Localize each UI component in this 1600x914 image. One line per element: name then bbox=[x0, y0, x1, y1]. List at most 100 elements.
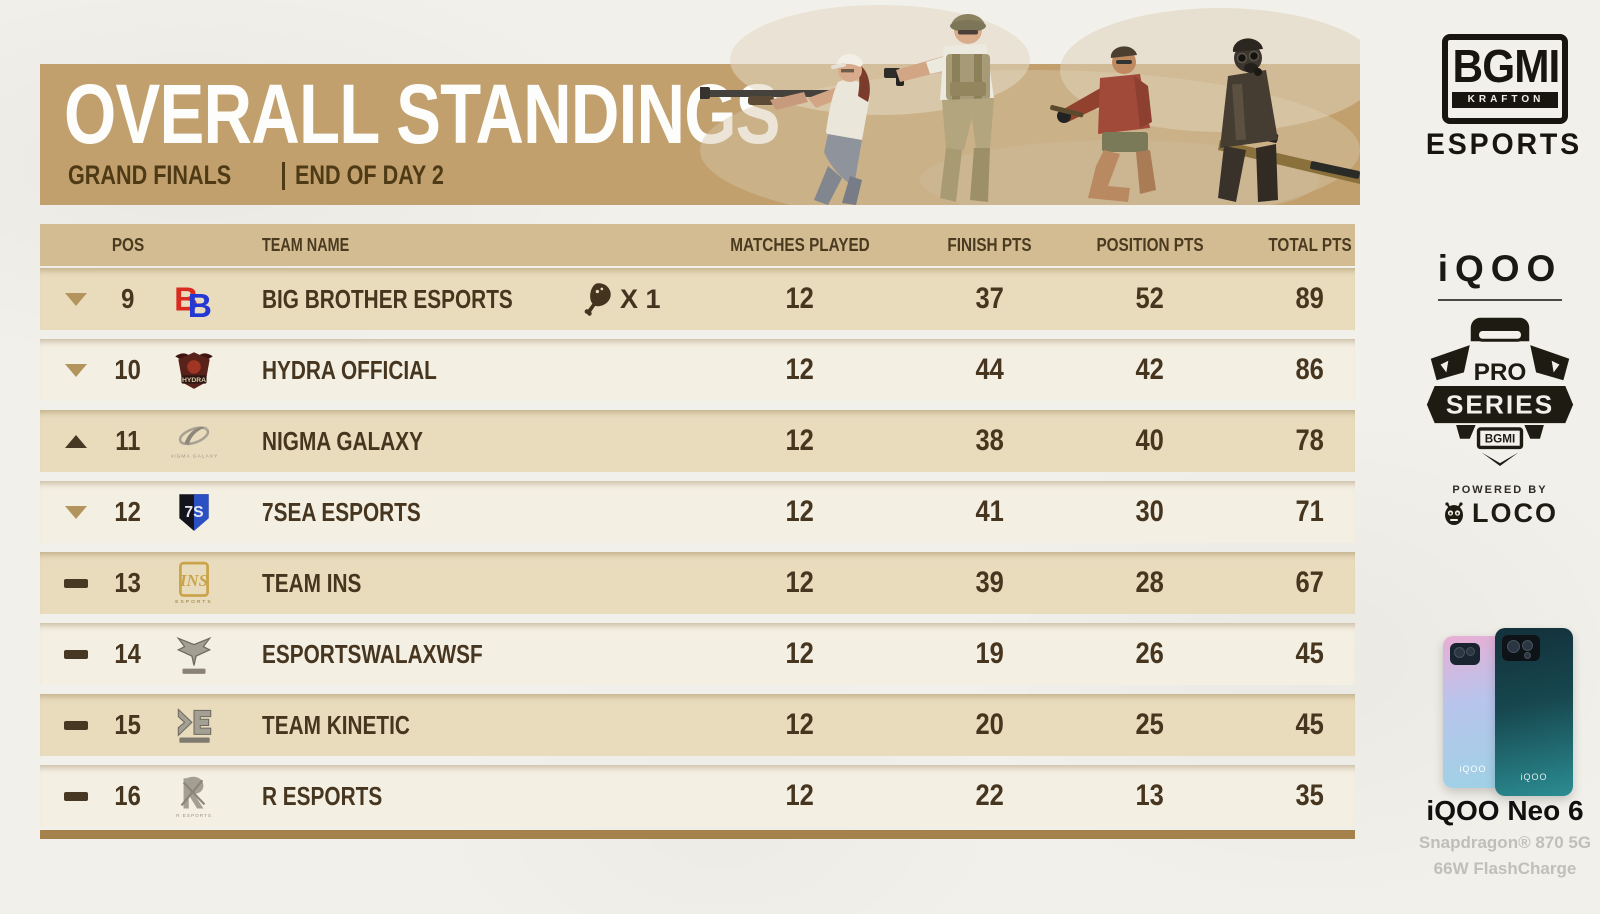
header-banner: OVERALL STANDINGS GRAND FINALS END OF DA… bbox=[40, 5, 1360, 205]
team-logo-nigma-galaxy: NIGMA GALAXY bbox=[168, 410, 220, 472]
table-row-16: 16 R ESPORTS R ESPORTS 12 22 13 35 bbox=[40, 765, 1355, 827]
position-points-value: 13 bbox=[1135, 779, 1165, 812]
trend-same-icon bbox=[58, 552, 94, 614]
phone-camera-module bbox=[1502, 635, 1540, 661]
team-logo-7sea-esports: 7S bbox=[168, 481, 220, 543]
total-points-value: 71 bbox=[1295, 495, 1325, 528]
standings-table-header: POS TEAM NAME MATCHES PLAYED FINISH PTS … bbox=[40, 224, 1355, 266]
trend-same-icon bbox=[58, 623, 94, 685]
col-header-matches-played: MATCHES PLAYED bbox=[730, 234, 870, 255]
svg-text:SERIES: SERIES bbox=[1446, 389, 1554, 419]
svg-text:BGMI: BGMI bbox=[1485, 433, 1516, 446]
trend-down-icon bbox=[58, 481, 94, 543]
bgmi-wordmark: BGMI bbox=[1452, 40, 1561, 92]
matches-played-value: 12 bbox=[785, 637, 815, 670]
powered-by-label: POWERED BY bbox=[1452, 484, 1548, 496]
finish-points-value: 39 bbox=[975, 566, 1005, 599]
table-row-15: 15 TEAM KINETIC 12 20 25 45 bbox=[40, 694, 1355, 756]
table-bottom-strip bbox=[40, 830, 1355, 839]
position-number: 12 bbox=[114, 496, 142, 527]
svg-text:HYDRA: HYDRA bbox=[182, 377, 206, 384]
team-name: NIGMA GALAXY bbox=[262, 425, 424, 456]
svg-text:ESPORTS: ESPORTS bbox=[175, 599, 212, 605]
total-points-value: 45 bbox=[1295, 637, 1325, 670]
total-points-value: 86 bbox=[1295, 353, 1325, 386]
svg-text:B: B bbox=[174, 282, 198, 319]
chicken-drumstick-icon bbox=[584, 283, 611, 316]
svg-text:7S: 7S bbox=[184, 504, 203, 521]
table-row-11: 11 NIGMA GALAXY NIGMA GALAXY 12 38 40 78 bbox=[40, 410, 1355, 472]
loco-logo: LOCO bbox=[1422, 498, 1578, 529]
matches-played-value: 12 bbox=[785, 282, 815, 315]
svg-text:R ESPORTS: R ESPORTS bbox=[176, 813, 212, 818]
position-points-value: 42 bbox=[1135, 353, 1165, 386]
finish-points-value: 22 bbox=[975, 779, 1005, 812]
table-row-14: 14 ESPORTSWALAXWSF 12 19 26 45 bbox=[40, 623, 1355, 685]
iqoo-neo6-product-image: iQOO iQOO bbox=[1443, 628, 1579, 798]
matches-played-value: 12 bbox=[785, 495, 815, 528]
phone-name-label: iQOO Neo 6 bbox=[1426, 795, 1584, 826]
matches-played-value: 12 bbox=[785, 566, 815, 599]
table-row-10: 10 HYDRA HYDRA OFFICIAL 12 44 42 86 bbox=[40, 339, 1355, 401]
wwcd-badge: X 1 bbox=[578, 268, 728, 330]
character-masked-sniper bbox=[1218, 38, 1360, 202]
svg-text:PRO: PRO bbox=[1474, 359, 1527, 386]
position-number: 15 bbox=[114, 709, 142, 740]
total-points-value: 45 bbox=[1295, 708, 1325, 741]
position-number: 9 bbox=[121, 283, 135, 314]
phone-spec-chipset: Snapdragon® 870 5G bbox=[1418, 833, 1592, 852]
iqoo-divider-line bbox=[1438, 299, 1562, 301]
phone-brand-text: iQOO bbox=[1520, 772, 1548, 782]
finish-points-value: 20 bbox=[975, 708, 1005, 741]
team-logo-r-esports: R ESPORTS bbox=[168, 765, 220, 827]
position-points-value: 30 bbox=[1135, 495, 1165, 528]
banner-subtitle: GRAND FINALS END OF DAY 2 bbox=[68, 160, 481, 191]
trend-same-icon bbox=[58, 765, 94, 827]
bgmi-esports-label: ESPORTS bbox=[1425, 128, 1583, 161]
stage-label: GRAND FINALS bbox=[68, 160, 232, 190]
finish-points-value: 38 bbox=[975, 424, 1005, 457]
team-logo-team-kinetic bbox=[168, 694, 220, 756]
total-points-value: 67 bbox=[1295, 566, 1325, 599]
loco-wordmark: LOCO bbox=[1472, 498, 1558, 528]
day-label: END OF DAY 2 bbox=[295, 160, 444, 190]
matches-played-value: 12 bbox=[785, 779, 815, 812]
position-points-value: 28 bbox=[1135, 566, 1165, 599]
table-row-12: 12 7S 7SEA ESPORTS 12 41 30 71 bbox=[40, 481, 1355, 543]
position-number: 11 bbox=[115, 425, 141, 456]
krafton-wordmark: KRAFTON bbox=[1452, 92, 1558, 109]
total-points-value: 78 bbox=[1295, 424, 1325, 457]
trend-down-icon bbox=[58, 339, 94, 401]
bgmi-pro-series-logo: PRO SERIES BGMI bbox=[1426, 317, 1574, 466]
character-red-jacket bbox=[1050, 46, 1156, 202]
col-header-pos: POS bbox=[111, 234, 145, 255]
finish-points-value: 41 bbox=[975, 495, 1005, 528]
phone-spec-charging: 66W FlashCharge bbox=[1433, 859, 1577, 878]
position-points-value: 26 bbox=[1135, 637, 1165, 670]
trend-down-icon bbox=[58, 268, 94, 330]
team-name: TEAM KINETIC bbox=[262, 709, 410, 740]
team-name: R ESPORTS bbox=[262, 780, 383, 811]
bgmi-krafton-logo: BGMI KRAFTON bbox=[1442, 34, 1568, 124]
team-name: TEAM INS bbox=[262, 567, 362, 598]
subtitle-divider bbox=[282, 161, 285, 190]
svg-text:INS: INS bbox=[179, 571, 208, 590]
team-name: HYDRA OFFICIAL bbox=[262, 354, 437, 385]
team-name: 7SEA ESPORTS bbox=[262, 496, 421, 527]
total-points-value: 89 bbox=[1295, 282, 1325, 315]
team-name: ESPORTSWALAXWSF bbox=[262, 638, 483, 669]
loco-mascot-icon bbox=[1445, 501, 1463, 525]
total-points-value: 35 bbox=[1295, 779, 1325, 812]
team-name: BIG BROTHER ESPORTS bbox=[262, 283, 513, 314]
position-number: 16 bbox=[114, 780, 142, 811]
trend-same-icon bbox=[58, 694, 94, 756]
iqoo-logo: iQOO bbox=[1437, 248, 1563, 289]
sponsor-sidebar: BGMI KRAFTON ESPORTS iQOO PRO SERIES BGM… bbox=[1360, 0, 1600, 914]
position-points-value: 25 bbox=[1135, 708, 1165, 741]
matches-played-value: 12 bbox=[785, 708, 815, 741]
team-logo-hydra-official: HYDRA bbox=[168, 339, 220, 401]
col-header-position-pts: POSITION PTS bbox=[1096, 234, 1204, 255]
